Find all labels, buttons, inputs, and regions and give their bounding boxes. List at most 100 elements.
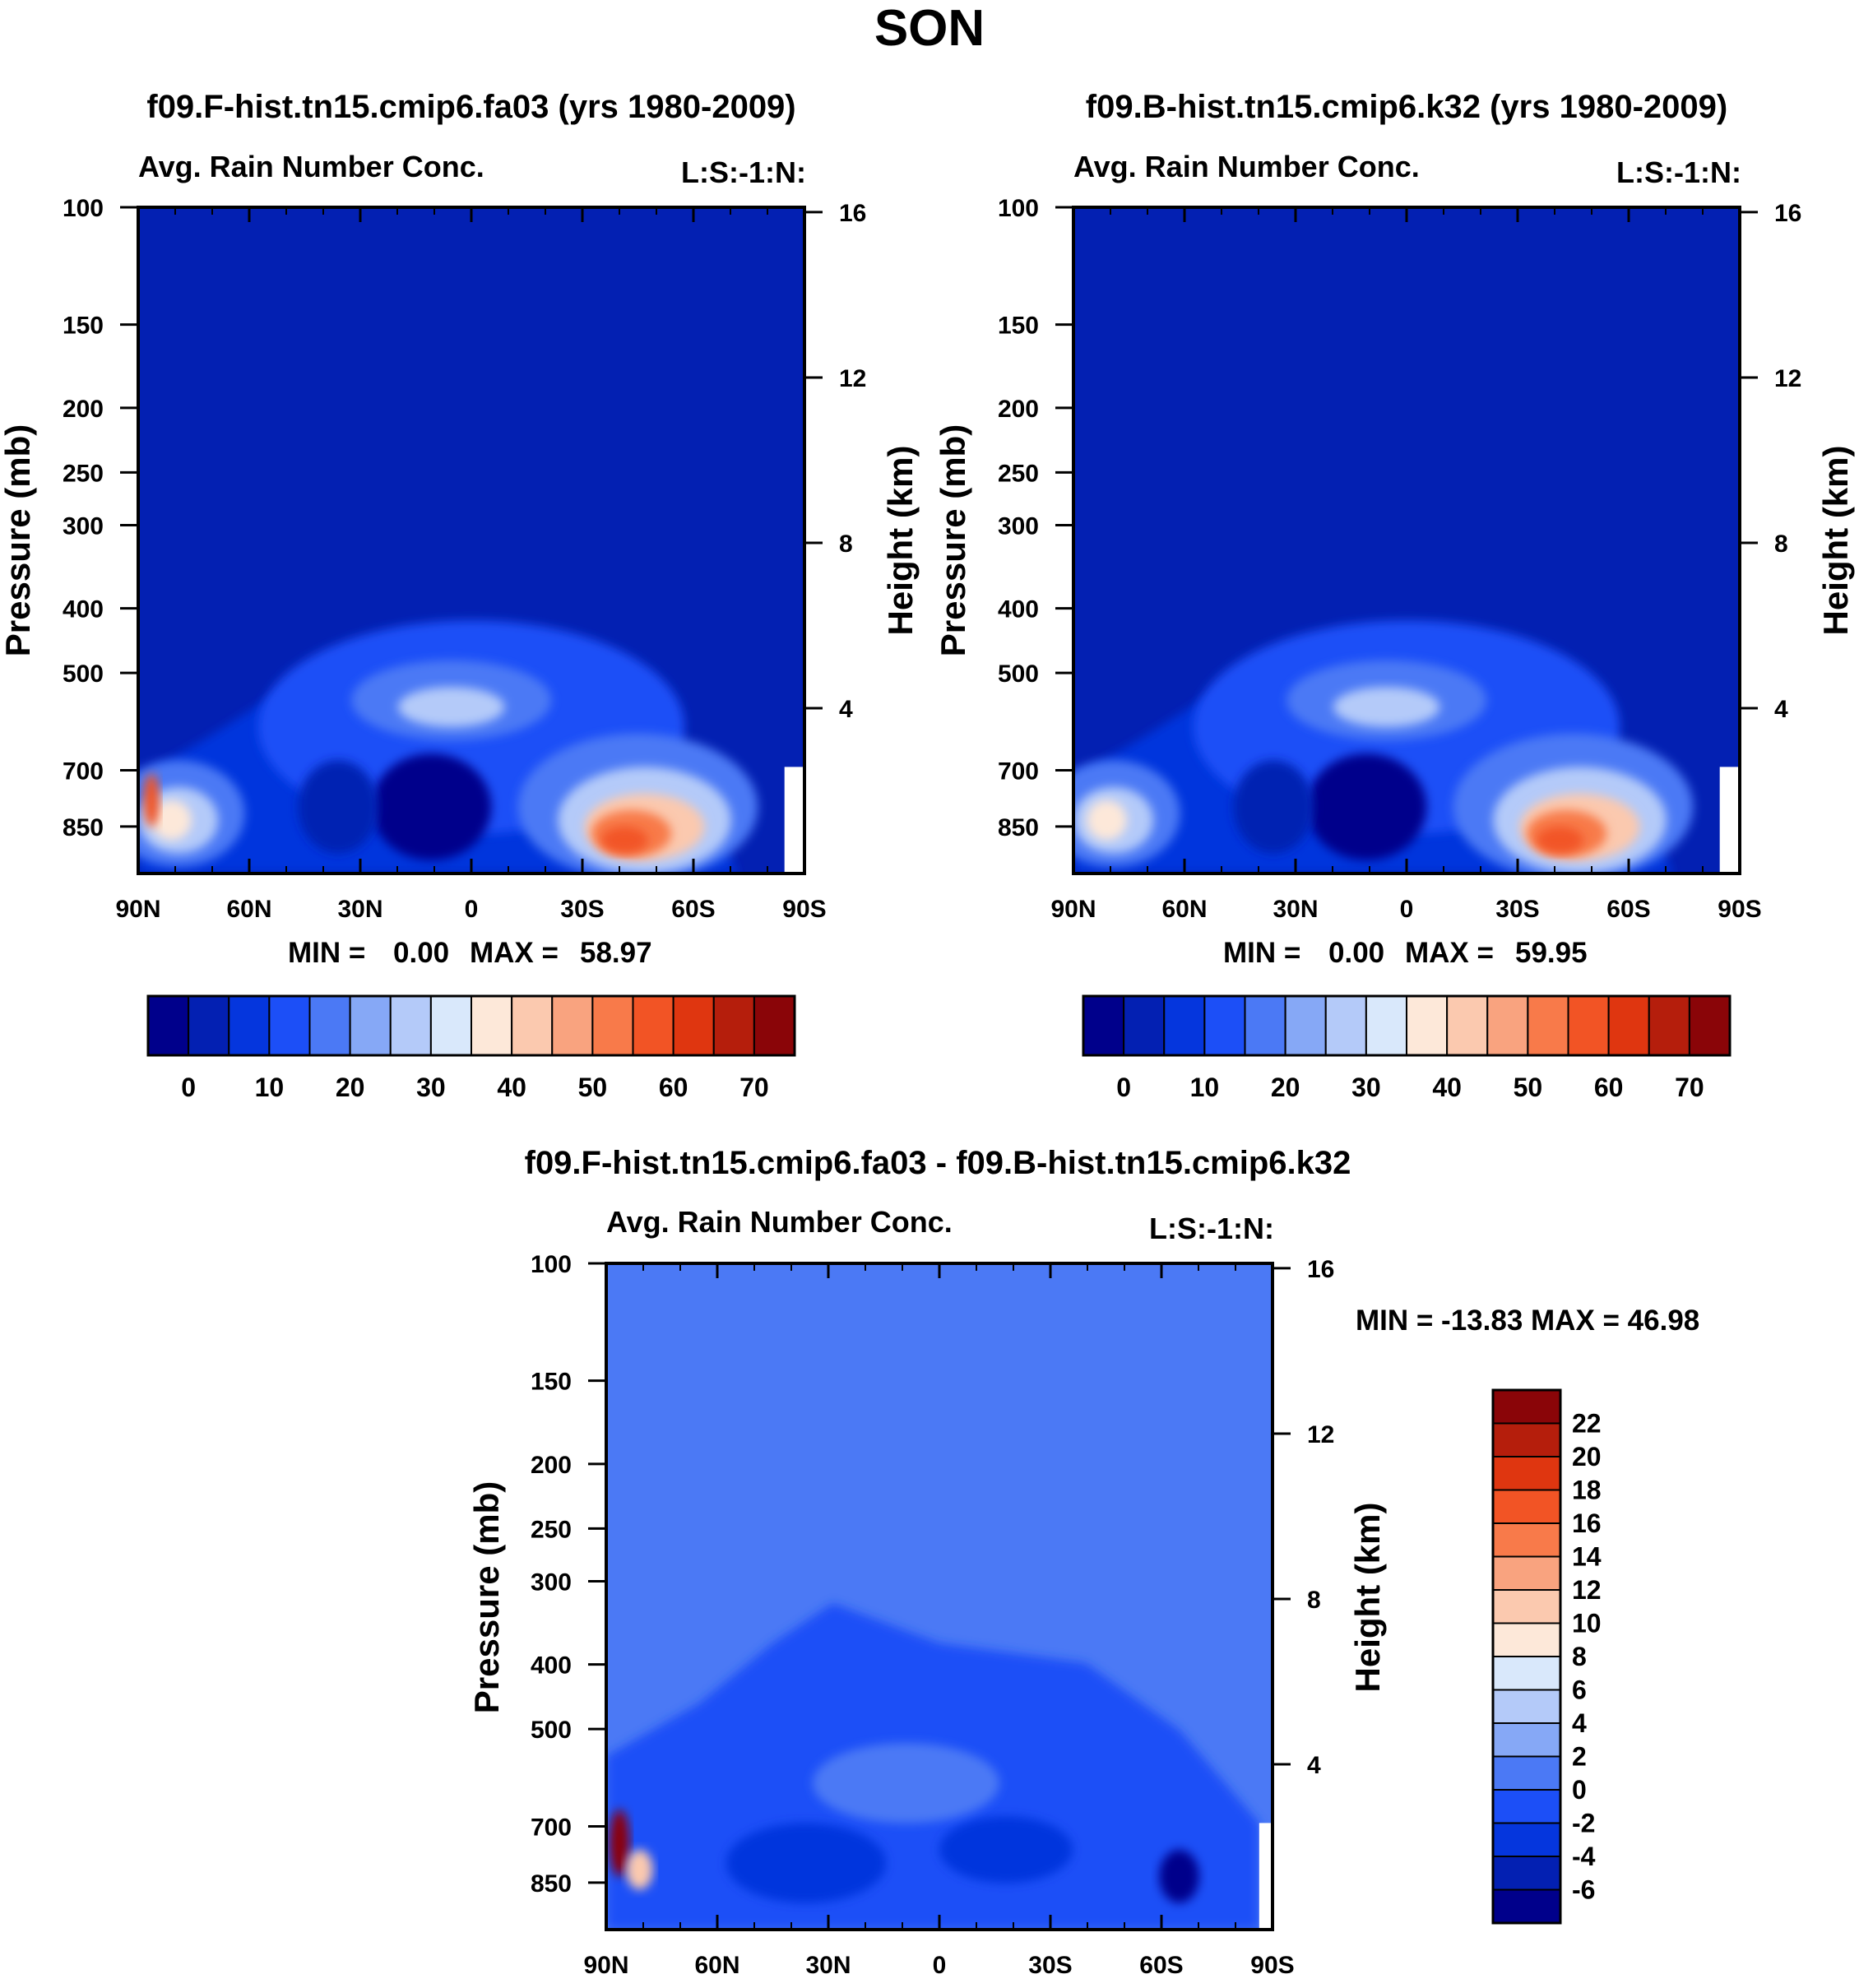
missing-data xyxy=(1719,767,1740,874)
panel3-ytick-right-label: 12 xyxy=(1307,1421,1334,1448)
panel2-xtick-label: 60N xyxy=(1161,896,1207,923)
panel3-colorbar-label: 16 xyxy=(1572,1508,1602,1538)
panel3-colorbar-label: -2 xyxy=(1572,1809,1595,1838)
panel3-minmax: MIN = -13.83 MAX = 46.98 xyxy=(1356,1304,1700,1337)
panel3-ytick-label: 500 xyxy=(531,1717,572,1744)
panel1-xtick-label: 90S xyxy=(782,896,826,923)
panel3-colorbar-box xyxy=(1492,1888,1561,1924)
panel3-ytick-right-label: 16 xyxy=(1307,1256,1334,1283)
panel1-ytick-right-label: 8 xyxy=(839,531,853,558)
panel1-colorbar-box xyxy=(349,995,392,1056)
panel1-colorbar-box xyxy=(753,995,795,1056)
panel2-colorbar-box xyxy=(1688,995,1731,1056)
sh-storm-peak xyxy=(1536,827,1583,854)
panel1-colorbar-label: 70 xyxy=(739,1073,769,1102)
panel2-xtick-label: 0 xyxy=(1400,896,1414,923)
panel2-max-label: MAX = xyxy=(1405,937,1494,969)
panel1-colorbar-box xyxy=(389,995,432,1056)
missing-data xyxy=(1259,1823,1273,1930)
panel3-colorbar-label: 12 xyxy=(1572,1575,1602,1605)
panel1-field xyxy=(138,207,804,874)
panel2-colorbar-label: 20 xyxy=(1271,1073,1300,1102)
panel3-ytick-label: 850 xyxy=(531,1870,572,1898)
tropical-core xyxy=(397,687,505,727)
panel2-colorbar-box xyxy=(1567,995,1610,1056)
panel3-colorbar-label: 10 xyxy=(1572,1609,1602,1638)
panel2-title: f09.B-hist.tn15.cmip6.k32 (yrs 1980-2009… xyxy=(1085,89,1728,125)
panel2-colorbar-label: 10 xyxy=(1190,1073,1220,1102)
panel3-colorbar-box xyxy=(1492,1789,1561,1824)
panel1-ytick-right-label: 12 xyxy=(839,365,866,392)
panel1-colorbar-label: 10 xyxy=(255,1073,285,1102)
panel1-colorbar-box xyxy=(429,995,472,1056)
panel3-variable-label: Avg. Rain Number Conc. xyxy=(606,1205,953,1239)
panel3-colorbar-label: 22 xyxy=(1572,1409,1602,1439)
panel3-ytick-label: 250 xyxy=(531,1516,572,1543)
panel3-colorbar-label: 4 xyxy=(1572,1708,1587,1738)
panel2-ytick-label: 300 xyxy=(998,512,1039,540)
panel1-ytick-label: 850 xyxy=(63,814,104,841)
panel2-colorbar-label: 30 xyxy=(1351,1073,1381,1102)
tropical-dry-core xyxy=(371,753,492,860)
panel3-colorbar-box xyxy=(1492,1689,1561,1724)
nh-polar-peak xyxy=(1087,799,1127,841)
negative-patch-2 xyxy=(939,1816,1073,1884)
panel3-colorbar-label: 18 xyxy=(1572,1476,1602,1505)
panel1-xtick-label: 60N xyxy=(226,896,271,923)
panel3-ytick-right-label: 4 xyxy=(1307,1752,1321,1779)
panel3-colorbar-box xyxy=(1492,1656,1561,1691)
negative-patch-1 xyxy=(726,1823,887,1903)
tropical-core xyxy=(1333,687,1440,727)
panel1-ytick-label: 150 xyxy=(63,313,104,340)
panel2-colorbar-box xyxy=(1365,995,1407,1056)
panel3-ytick-label: 700 xyxy=(531,1814,572,1842)
panel3-colorbar-label: 20 xyxy=(1572,1442,1602,1471)
panel2-colorbar-label: 50 xyxy=(1514,1073,1543,1102)
panel2-colorbar-box xyxy=(1486,995,1529,1056)
panel1-colorbar-box xyxy=(712,995,755,1056)
nh-polar-peak xyxy=(151,799,192,841)
nh-arctic-max xyxy=(143,773,160,827)
panel1-min-label: MIN = xyxy=(288,937,366,969)
panel1-xtick-label: 90N xyxy=(115,896,160,923)
panel1-colorbar-label: 50 xyxy=(578,1073,608,1102)
panel3-colorbar-box xyxy=(1492,1489,1561,1524)
panel3-colorbar-box xyxy=(1492,1389,1561,1425)
panel1-colorbar-box xyxy=(591,995,634,1056)
panel2-colorbar-frame xyxy=(1082,994,1732,1057)
panel3-colorbar-box xyxy=(1492,1456,1561,1491)
panel2-ytick-label: 150 xyxy=(998,313,1039,340)
panel1-code-label: L:S:-1:N: xyxy=(681,155,806,189)
panel2-ytick-label: 700 xyxy=(998,758,1039,785)
panel2-colorbar-box xyxy=(1082,995,1125,1056)
panel1-colorbar-box xyxy=(471,995,513,1056)
panel3-colorbar-frame xyxy=(1491,1388,1562,1925)
panel2-colorbar-label: 0 xyxy=(1116,1073,1131,1102)
panel3-xtick-label: 60N xyxy=(694,1952,739,1979)
panel3-colorbar-box xyxy=(1492,1522,1561,1558)
panel2-ytick-label: 250 xyxy=(998,460,1039,487)
panel2-xtick-label: 60S xyxy=(1606,896,1650,923)
panel2-colorbar-box xyxy=(1123,995,1166,1056)
panel1-ytick-label: 300 xyxy=(63,512,104,540)
panel3-colorbar-box xyxy=(1492,1422,1561,1457)
panel3-colorbar-box xyxy=(1492,1755,1561,1791)
panel1-max-value: 58.97 xyxy=(580,937,652,969)
panel2-field xyxy=(1073,207,1740,874)
panel2-max-value: 59.95 xyxy=(1515,937,1588,969)
panel3-xtick-label: 30S xyxy=(1028,1952,1072,1979)
panel2-ytick-right-label: 8 xyxy=(1774,531,1788,558)
panel1-ytick-right-label: 16 xyxy=(839,200,866,227)
panel3-colorbar-box xyxy=(1492,1856,1561,1891)
panel1-ytick-right-label: 4 xyxy=(839,696,853,723)
panel2-colorbar-label: 60 xyxy=(1594,1073,1624,1102)
panel2-ytick-right-label: 4 xyxy=(1774,696,1788,723)
panel1-colorbar-box xyxy=(511,995,554,1056)
panel3-xtick-label: 0 xyxy=(933,1952,947,1979)
panel2-ytick-label: 400 xyxy=(998,596,1039,623)
panel2-colorbar-box xyxy=(1648,995,1690,1056)
sh-storm-peak xyxy=(600,827,648,854)
panel3-colorbar-box xyxy=(1492,1622,1561,1657)
panel1-colorbar-label: 30 xyxy=(416,1073,446,1102)
panel2-variable-label: Avg. Rain Number Conc. xyxy=(1073,150,1420,183)
